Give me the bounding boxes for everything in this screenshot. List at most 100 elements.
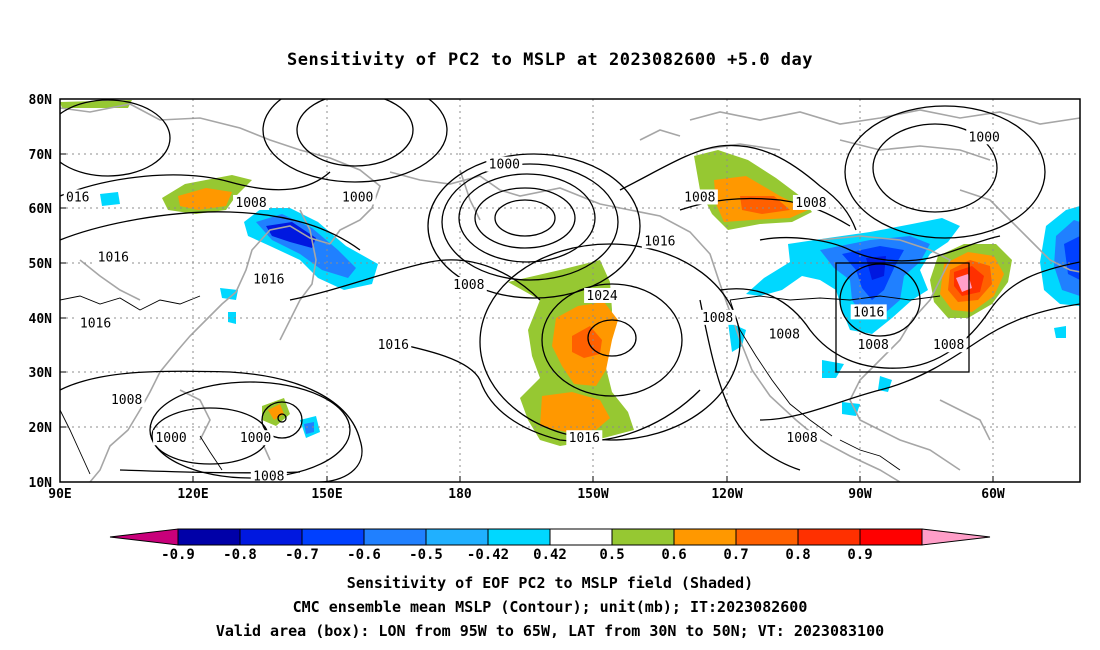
contour-label: 1008 [857,338,888,353]
contour-label-bg [792,194,829,210]
colorbar [109,528,991,546]
contour-label: 1008 [453,278,484,293]
y-tick-label: 50N [29,257,53,272]
contour-label: 1000 [240,431,271,446]
colorbar-segment [239,528,303,546]
contour-label-bg [486,156,523,172]
colorbar-label: -0.42 [467,547,509,563]
contour-label-bg [584,287,621,303]
colorbar-labels: -0.9 -0.8 -0.7 -0.6 -0.5 -0.42 0.42 0.5 0.6 0.7 0.… [161,547,873,563]
contour-label-bg [966,129,1003,145]
political-borders [60,295,941,475]
contour-label: 1016 [98,251,129,266]
contour-label-bg [108,391,145,407]
colorbar-segment [177,528,241,546]
colorbar-label: -0.7 [285,547,319,563]
contour-label-bg [766,326,803,342]
x-tick-label: 90W [848,487,872,502]
contour-label: 1016 [253,273,284,288]
contour-label-bg [237,430,274,446]
colorbar-min-triangle [109,528,179,546]
colorbar-label: 0.8 [785,547,810,563]
contour-label: 1000 [342,190,373,205]
colorbar-label: 0.7 [723,547,748,563]
caption-line-3: Valid area (box): LON from 95W to 65W, L… [215,622,885,640]
map-area: 1000 1000 1000 1008 016 1016 1016 1016 1008 1016 1… [60,99,1080,485]
contour-label: 1008 [795,196,826,211]
y-tick-label: 20N [29,421,53,436]
colorbar-segment [735,528,799,546]
y-tick-label: 10N [29,476,53,491]
colorbar-segment [425,528,489,546]
x-tick-label: 120E [177,487,208,502]
contour-label-bg [63,189,92,205]
colorbar-segment [363,528,427,546]
y-tick-label: 60N [29,202,53,217]
colorbar-segment [859,528,923,546]
colorbar-label: -0.8 [223,547,257,563]
colorbar-label: 0.42 [533,547,567,563]
plot-title: Sensitivity of PC2 to MSLP at 2023082600… [286,50,813,70]
contour-label: 1016 [378,338,409,353]
contour-label: 016 [66,190,89,205]
contour-label: 1000 [489,158,520,173]
x-tick-label: 150W [577,487,608,502]
contour-label: 1016 [853,305,884,320]
sensitivity-shading [60,100,1080,446]
map-frame [59,98,1081,483]
contour-label: 1008 [933,338,964,353]
contour-label-bg [641,233,678,249]
x-tick-label: 180 [448,487,472,502]
contour-label-bg [250,271,287,287]
y-tick-label: 80N [29,93,53,108]
contour-label: 1008 [702,311,733,326]
contour-label: 1000 [155,431,186,446]
colorbar-label: -0.9 [161,547,195,563]
contour-label-bg [699,309,736,325]
contour-labels: 1000 1000 1000 1008 016 1016 1016 1016 1008 1016 1… [63,129,1003,485]
colorbar-max-triangle [921,528,991,546]
contour-label: 1000 [969,130,1000,145]
colorbar-segment [673,528,737,546]
contour-label: 1008 [253,470,284,485]
colorbar-label: -0.6 [347,547,381,563]
contour-label-bg [339,189,376,205]
contour-label-bg [450,277,487,293]
y-axis-labels: 10N 20N 30N 40N 50N 60N 70N 80N [29,93,53,491]
colorbar-label: -0.5 [409,547,443,563]
axis-ticks [59,153,994,482]
colorbar-label: 0.9 [847,547,872,563]
contour-label-bg [153,430,190,446]
caption-line-2: CMC ensemble mean MSLP (Contour); unit(m… [292,598,808,616]
contour-label-bg [855,337,892,353]
colorbar-segment [301,528,365,546]
mslp-contours [60,99,1080,482]
contour-label: 1008 [786,431,817,446]
y-tick-label: 30N [29,366,53,381]
colorbar-segment [487,528,551,546]
caption-line-1: Sensitivity of EOF PC2 to MSLP field (Sh… [346,574,754,592]
x-tick-label: 60W [981,487,1005,502]
contour-label-bg [566,430,603,446]
colorbar-segment [797,528,861,546]
colorbar-label: 0.6 [661,547,686,563]
contour-label-bg [930,337,967,353]
contour-label-bg [233,194,270,210]
contour-label: 1008 [111,393,142,408]
contour-label: 1016 [644,234,675,249]
contour-label-bg [681,189,718,205]
colorbar-segment [611,528,675,546]
y-tick-label: 40N [29,312,53,327]
contour-label: 1008 [235,196,266,211]
contour-label-bg [850,304,887,320]
contour-label-bg [77,315,114,331]
contour-label: 1008 [769,327,800,342]
contour-label: 1008 [684,190,715,205]
x-tick-label: 120W [711,487,742,502]
x-tick-label: 90E [48,487,71,502]
contour-label: 1016 [80,316,111,331]
contour-label-bg [250,468,287,482]
valid-area-box [835,262,970,373]
contour-label-bg [95,249,132,265]
